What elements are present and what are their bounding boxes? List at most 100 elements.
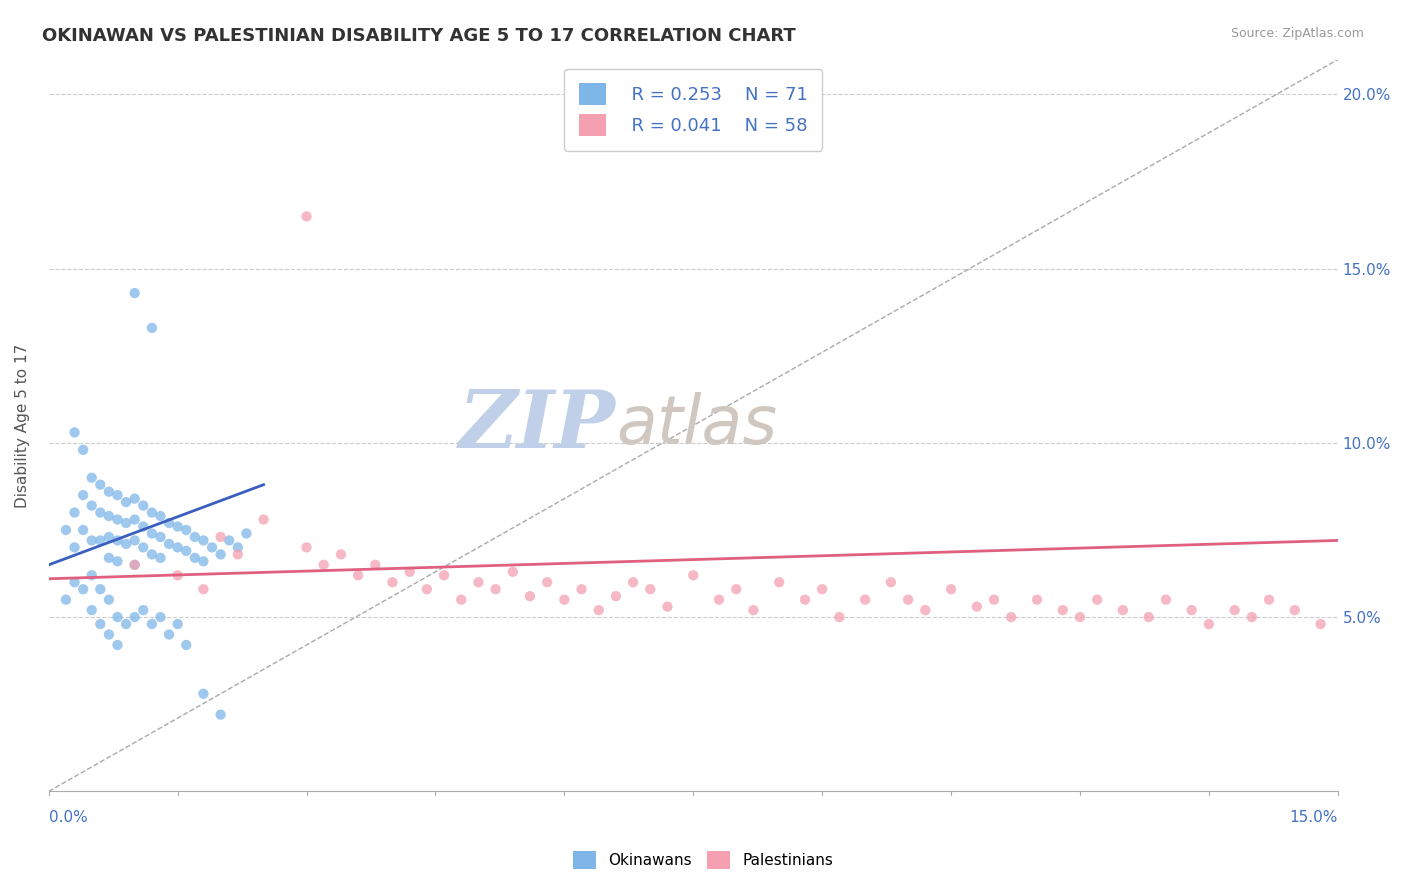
Point (124, 533, 146, 548)
Point (132, 499, 155, 513)
Point (828, 610, 851, 624)
Point (174, 638, 197, 652)
Point (1198, 617, 1220, 632)
Point (1112, 603, 1135, 617)
Point (72, 488, 94, 502)
Point (132, 541, 155, 555)
Point (63, 425, 86, 440)
Point (55, 592, 77, 607)
Point (141, 526, 163, 541)
Point (193, 533, 215, 548)
Point (193, 582, 215, 597)
Point (107, 638, 129, 652)
Point (141, 617, 163, 632)
Point (89, 477, 111, 491)
Point (115, 617, 138, 632)
Point (553, 592, 575, 607)
Point (536, 575, 558, 590)
Point (141, 547, 163, 561)
Point (605, 589, 627, 603)
Point (502, 565, 524, 579)
Point (1069, 610, 1091, 624)
Point (149, 610, 172, 624)
Point (742, 603, 765, 617)
Point (97, 550, 120, 565)
Point (1137, 610, 1160, 624)
Point (897, 592, 920, 607)
Point (939, 582, 962, 597)
Point (201, 541, 224, 555)
Point (621, 575, 644, 590)
Point (1309, 617, 1331, 632)
Legend: Okinawans, Palestinians: Okinawans, Palestinians (567, 845, 839, 875)
Point (166, 519, 188, 533)
Point (853, 592, 876, 607)
Point (450, 592, 472, 607)
Point (97, 627, 120, 641)
Point (364, 558, 387, 572)
Point (166, 617, 188, 632)
Point (347, 568, 370, 582)
Point (141, 506, 163, 520)
Point (107, 554, 129, 568)
Point (209, 547, 232, 561)
Point (811, 582, 834, 597)
Point (1000, 610, 1022, 624)
Point (1052, 603, 1074, 617)
Point (124, 610, 146, 624)
Point (193, 687, 215, 701)
Point (484, 582, 506, 597)
Point (107, 610, 129, 624)
Point (174, 544, 197, 558)
Point (381, 575, 404, 590)
Point (657, 599, 679, 614)
Point (588, 603, 610, 617)
Point (124, 558, 146, 572)
Point (794, 592, 817, 607)
Point (166, 541, 188, 555)
Y-axis label: Disability Age 5 to 17: Disability Age 5 to 17 (15, 343, 30, 508)
Point (983, 592, 1005, 607)
Point (725, 582, 748, 597)
Text: 0.0%: 0.0% (49, 810, 87, 824)
Legend:   R = 0.253    N = 71,   R = 0.041    N = 58: R = 0.253 N = 71, R = 0.041 N = 58 (564, 69, 823, 151)
Point (880, 575, 903, 590)
Point (218, 533, 240, 548)
Point (97, 509, 120, 524)
Point (80, 471, 103, 485)
Point (1240, 610, 1263, 624)
Point (149, 530, 172, 544)
Point (1154, 592, 1177, 607)
Point (312, 558, 335, 572)
Point (295, 210, 318, 224)
Point (157, 627, 180, 641)
Point (640, 582, 662, 597)
Point (149, 550, 172, 565)
Point (72, 442, 94, 457)
Point (63, 506, 86, 520)
Point (252, 512, 274, 526)
Point (63, 575, 86, 590)
Point (966, 599, 988, 614)
Point (707, 592, 730, 607)
Text: atlas: atlas (616, 392, 778, 458)
Point (157, 516, 180, 530)
Point (295, 541, 318, 555)
Point (132, 519, 155, 533)
Text: ZIP: ZIP (458, 387, 616, 464)
Point (914, 603, 936, 617)
Point (72, 582, 94, 597)
Point (55, 523, 77, 537)
Point (89, 582, 111, 597)
Text: OKINAWAN VS PALESTINIAN DISABILITY AGE 5 TO 17 CORRELATION CHART: OKINAWAN VS PALESTINIAN DISABILITY AGE 5… (42, 27, 796, 45)
Point (80, 603, 103, 617)
Point (89, 617, 111, 632)
Point (184, 530, 207, 544)
Point (1284, 603, 1306, 617)
Point (1026, 592, 1049, 607)
Point (141, 321, 163, 335)
Point (89, 533, 111, 548)
Point (107, 488, 129, 502)
Point (226, 547, 249, 561)
Point (166, 568, 188, 582)
